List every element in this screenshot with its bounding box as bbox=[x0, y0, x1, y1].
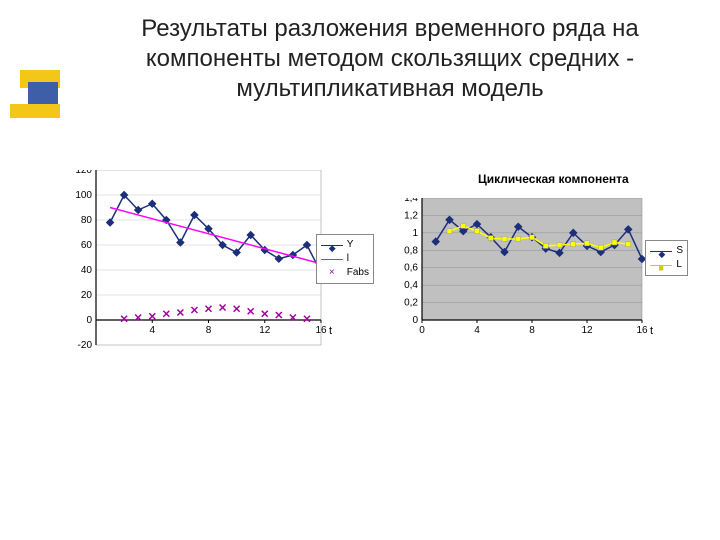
svg-text:0: 0 bbox=[86, 315, 92, 326]
chart-left: -20 0 20 40 60 80 100 120 4 8 12 16t ◆ Y l × Fabs bbox=[58, 170, 368, 365]
svg-text:0: 0 bbox=[412, 315, 418, 326]
svg-text:120: 120 bbox=[75, 170, 92, 176]
legend-label: S bbox=[676, 244, 683, 258]
legend-label: l bbox=[347, 252, 349, 266]
svg-text:1,4: 1,4 bbox=[404, 198, 418, 204]
svg-text:4: 4 bbox=[474, 325, 480, 336]
legend-item-y: ◆ Y bbox=[321, 238, 369, 252]
svg-text:12: 12 bbox=[259, 325, 271, 336]
svg-text:100: 100 bbox=[75, 190, 92, 201]
svg-text:1: 1 bbox=[412, 228, 418, 239]
chart-left-legend: ◆ Y l × Fabs bbox=[316, 234, 374, 284]
legend-item-lc: ■ L bbox=[650, 258, 683, 272]
chart-right-legend: ◆ S ■ L bbox=[645, 240, 688, 276]
svg-text:-20: -20 bbox=[78, 340, 93, 351]
svg-text:S: S bbox=[650, 198, 657, 199]
svg-text:16: 16 bbox=[636, 325, 648, 336]
legend-label: L bbox=[676, 258, 682, 272]
svg-text:80: 80 bbox=[81, 215, 93, 226]
page-title: Результаты разложения временного ряда на… bbox=[90, 14, 690, 104]
legend-item-s: ◆ S bbox=[650, 244, 683, 258]
svg-text:0,2: 0,2 bbox=[404, 298, 418, 309]
svg-text:8: 8 bbox=[206, 325, 212, 336]
svg-text:t: t bbox=[329, 325, 332, 337]
svg-text:8: 8 bbox=[529, 325, 535, 336]
svg-text:60: 60 bbox=[81, 240, 93, 251]
svg-text:40: 40 bbox=[81, 265, 93, 276]
svg-text:0,8: 0,8 bbox=[404, 245, 418, 256]
svg-text:16: 16 bbox=[315, 325, 327, 336]
svg-text:12: 12 bbox=[581, 325, 593, 336]
chart-right: 0 0,2 0,4 0,6 0,8 1 1,2 1,4 0 4 8 12 16t S ◆ S ■ L bbox=[390, 198, 700, 348]
legend-item-fabs: × Fabs bbox=[321, 266, 369, 280]
accent-yellow-2 bbox=[10, 104, 60, 118]
legend-label: Fabs bbox=[347, 266, 369, 280]
svg-text:4: 4 bbox=[149, 325, 155, 336]
svg-text:0: 0 bbox=[419, 325, 425, 336]
svg-text:t: t bbox=[650, 325, 653, 337]
svg-text:0,4: 0,4 bbox=[404, 280, 418, 291]
svg-text:20: 20 bbox=[81, 290, 93, 301]
legend-item-l: l bbox=[321, 252, 369, 266]
legend-label: Y bbox=[347, 238, 354, 252]
svg-text:0,6: 0,6 bbox=[404, 263, 418, 274]
svg-text:1,2: 1,2 bbox=[404, 210, 418, 221]
chart-right-title: Циклическая компонента bbox=[478, 172, 629, 186]
